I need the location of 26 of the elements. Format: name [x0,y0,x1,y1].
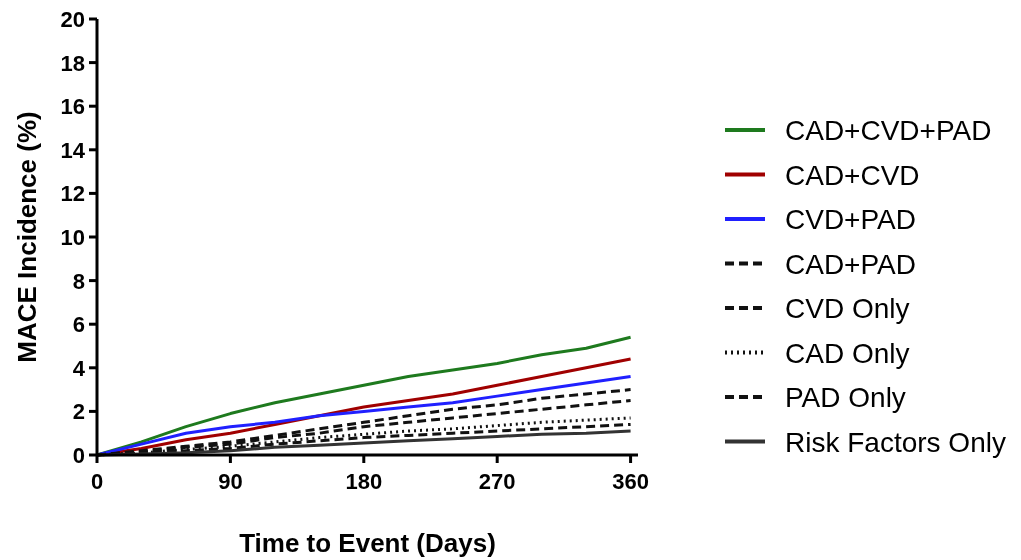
y-tick-label: 14 [60,137,86,163]
legend-label: CVD+PAD [785,204,916,235]
x-tick-label: 0 [90,469,104,494]
y-tick-label: 10 [60,225,85,250]
y-tick-label: 18 [60,50,85,76]
x-tick-label: 180 [345,469,383,494]
y-tick-label: 2 [72,399,85,425]
x-axis-title: Time to Event (Days) [239,528,496,558]
y-tick-label: 4 [72,355,86,381]
legend-label: CAD+CVD+PAD [785,115,992,146]
y-tick-label: 0 [72,443,85,468]
legend-label: CAD Only [785,337,910,369]
y-tick-label: 16 [60,94,85,120]
legend-label: Risk Factors Only [785,426,1006,458]
y-tick-label: 12 [60,181,85,207]
legend-label: PAD Only [785,382,906,413]
y-tick-label: 6 [72,312,85,338]
legend-label: CAD+PAD [785,248,916,280]
y-tick-label: 8 [72,268,85,294]
y-tick-label: 20 [60,7,85,32]
x-tick-label: 90 [218,469,243,494]
legend-label: CAD+CVD [785,159,920,191]
legend-label: CVD Only [785,293,910,324]
y-axis-title: MACE Incidence (%) [12,111,42,363]
x-tick-label: 270 [478,469,516,494]
x-tick-label: 360 [612,469,649,494]
